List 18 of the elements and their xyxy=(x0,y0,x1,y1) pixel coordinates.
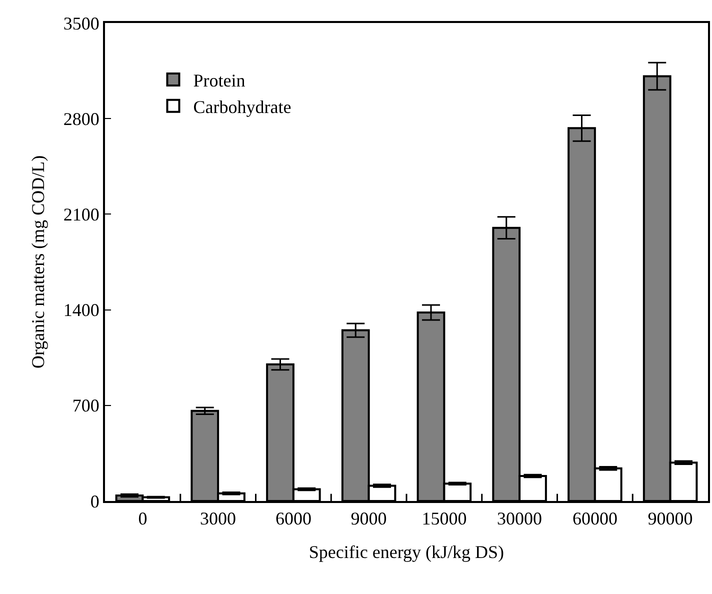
y-tick-label: 3500 xyxy=(63,13,100,34)
x-tick-label: 9000 xyxy=(350,508,387,529)
x-tick-label: 6000 xyxy=(275,508,312,529)
x-tick-label: 15000 xyxy=(422,508,467,529)
x-axis-title: Specific energy (kJ/kg DS) xyxy=(308,542,504,562)
y-tick-label: 2800 xyxy=(63,108,100,129)
y-tick-label: 0 xyxy=(90,491,100,512)
x-tick-label: 30000 xyxy=(497,508,542,529)
y-tick-label: 700 xyxy=(72,396,100,416)
y-axis-title: Organic matters (mg COD/L) xyxy=(28,155,48,369)
legend-label: Carbohydrate xyxy=(193,96,292,117)
x-tick-label: 3000 xyxy=(200,508,236,529)
x-tick-label: 90000 xyxy=(648,508,693,529)
legend-label: Protein xyxy=(193,70,246,90)
y-tick-label: 1400 xyxy=(63,300,100,320)
x-tick-label: 0 xyxy=(138,508,148,529)
x-tick-label: 60000 xyxy=(572,508,618,529)
y-tick-label: 2100 xyxy=(63,204,100,224)
